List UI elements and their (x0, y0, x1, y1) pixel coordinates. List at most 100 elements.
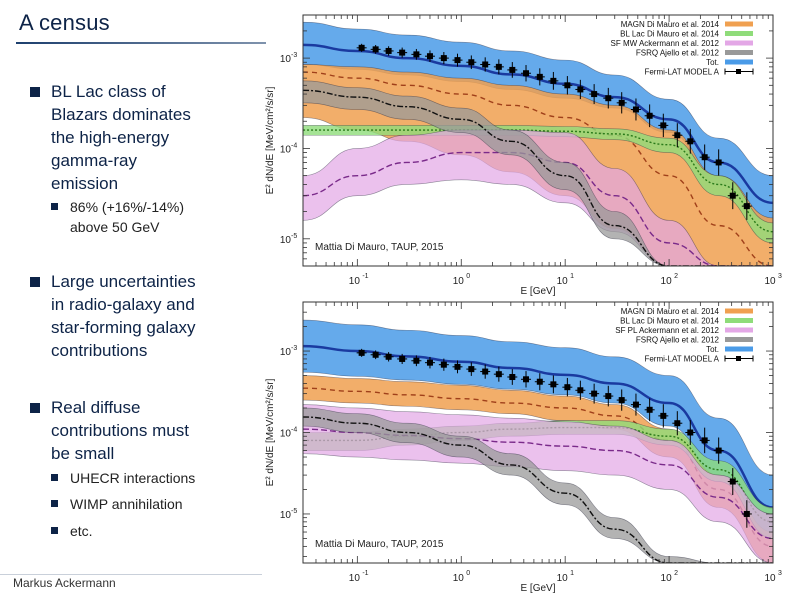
data-point (741, 500, 752, 528)
point-marker (468, 366, 475, 373)
data-point (644, 398, 655, 422)
bullet-square-icon (51, 527, 58, 534)
data-point (370, 45, 381, 54)
data-point (548, 375, 559, 394)
y-tick-exponent: -5 (291, 233, 297, 240)
bullet-bl-lac: BL Lac class of Blazars dominates the hi… (30, 80, 191, 195)
y-tick-label: 10 (280, 429, 292, 440)
y-tick-exponent: -5 (291, 508, 297, 515)
data-point (411, 355, 422, 367)
legend-marker (736, 356, 741, 361)
data-point (685, 420, 696, 445)
line-fsrq (303, 416, 773, 563)
legend-label: SF PL Ackermann et al. 2012 (615, 326, 719, 335)
legend-swatch (725, 346, 753, 352)
data-point (685, 128, 696, 154)
slide-title: A census (19, 10, 110, 35)
x-tick-label: 10 (764, 276, 776, 287)
point-marker (550, 381, 557, 388)
data-point (630, 98, 641, 121)
point-marker (743, 203, 750, 210)
data-point (507, 62, 518, 78)
point-marker (523, 376, 530, 383)
legend-swatch (725, 327, 753, 333)
credit-annotation: Mattia Di Mauro, TAUP, 2015 (315, 539, 444, 550)
point-marker (482, 61, 489, 68)
point-marker (577, 86, 584, 93)
point-marker (372, 46, 379, 53)
data-point (727, 468, 738, 495)
bullet-square-icon (30, 403, 40, 413)
data-point (438, 52, 449, 65)
data-point (452, 53, 463, 67)
point-marker (743, 510, 750, 517)
legend-label: FSRQ Ajello et al. 2012 (636, 49, 720, 58)
data-point (603, 87, 614, 109)
data-point (616, 92, 627, 114)
data-point (466, 362, 477, 376)
x-tick-label: 10 (764, 573, 776, 584)
legend-swatch (725, 21, 753, 27)
legend-label: Fermi-LAT MODEL A (644, 355, 719, 364)
x-tick-label: 10 (349, 276, 361, 287)
footer-author: Markus Ackermann (13, 576, 116, 590)
subbullet-wimp: WIMP annihilation (51, 494, 183, 514)
point-marker (426, 53, 433, 60)
data-point (383, 46, 394, 56)
point-marker (454, 57, 461, 64)
data-point (424, 50, 435, 62)
x-tick-exponent: 2 (674, 273, 678, 280)
legend-label: BL Lac Di Mauro et al. 2014 (620, 317, 719, 326)
data-point (438, 358, 449, 371)
x-tick-label: 10 (349, 573, 361, 584)
x-tick-exponent: 0 (466, 570, 470, 577)
x-tick-label: 10 (661, 276, 673, 287)
point-marker (605, 95, 612, 102)
data-point (480, 364, 491, 379)
point-marker (564, 82, 571, 89)
point-marker (715, 447, 722, 454)
legend-marker (736, 69, 741, 74)
data-point (493, 59, 504, 75)
data-point (589, 383, 600, 404)
point-marker (358, 349, 365, 356)
point-marker (618, 397, 625, 404)
x-tick-exponent: 0 (466, 273, 470, 280)
plot-area (303, 319, 773, 563)
point-marker (674, 132, 681, 139)
point-marker (509, 374, 516, 381)
line-magn (303, 71, 773, 266)
point-marker (426, 359, 433, 366)
point-marker (646, 112, 653, 119)
footer-divider (0, 574, 262, 575)
data-point (534, 68, 545, 86)
bullet-square-icon (51, 203, 58, 210)
y-tick-label: 10 (280, 347, 292, 358)
data-point (562, 377, 573, 397)
point-marker (550, 77, 557, 84)
legend-swatch (725, 308, 753, 314)
data-point (507, 369, 518, 385)
data-point (521, 371, 532, 388)
data-point (727, 182, 738, 210)
point-marker (509, 66, 516, 73)
legend-swatch (725, 40, 753, 46)
data-point (397, 353, 408, 364)
x-tick-label: 10 (661, 573, 673, 584)
point-marker (729, 478, 736, 485)
point-marker (468, 59, 475, 66)
x-tick-exponent: -1 (362, 570, 368, 577)
bullet-uncertainties: Large uncertainties in radio-galaxy and … (30, 270, 196, 362)
point-marker (660, 122, 667, 129)
data-point (383, 352, 394, 362)
data-point (493, 366, 504, 382)
bullet-square-icon (51, 474, 58, 481)
x-tick-exponent: 1 (570, 570, 574, 577)
bullet-square-icon (30, 87, 40, 97)
x-tick-label: 10 (557, 573, 569, 584)
x-tick-exponent: 2 (674, 570, 678, 577)
y-tick-exponent: -4 (291, 142, 297, 149)
band-fsrq (303, 80, 773, 266)
